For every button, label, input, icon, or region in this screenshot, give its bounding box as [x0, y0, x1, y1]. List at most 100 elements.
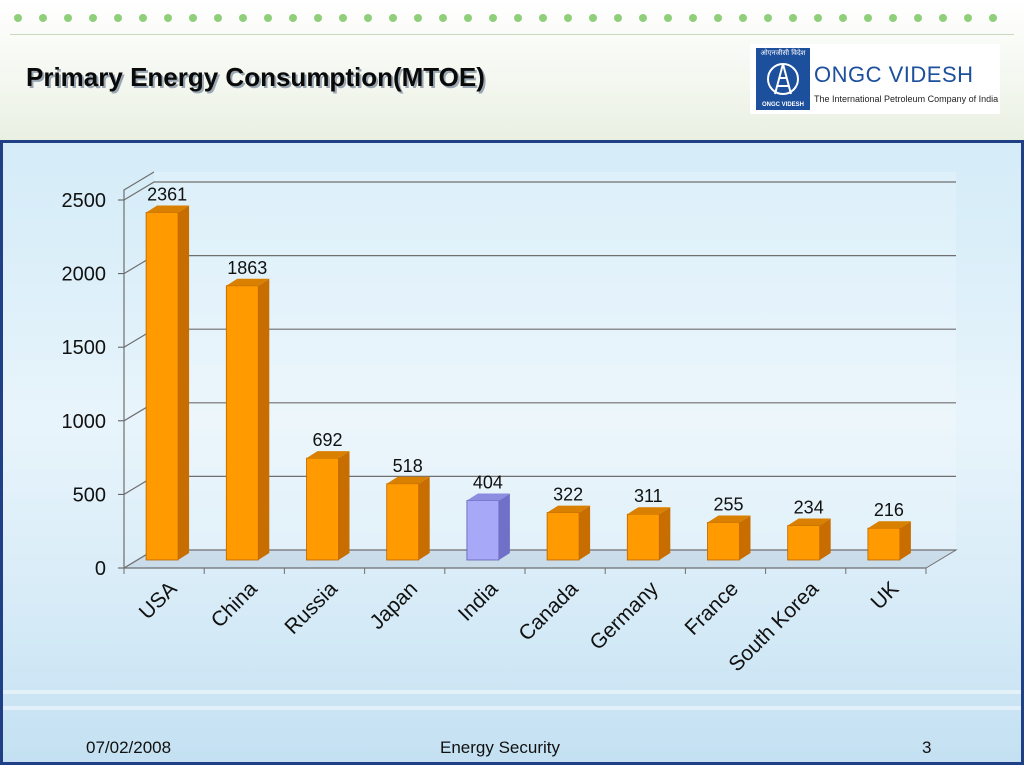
- x-tick-label: Canada: [514, 577, 583, 646]
- bar-chart: 0 500 1000 1500 2000 2500 2361 USA 1863 China 692 R…: [62, 171, 958, 676]
- x-tick-label: India: [454, 577, 503, 626]
- chart-back-wall: [154, 172, 956, 550]
- decorative-dot: [14, 14, 22, 22]
- chart-bars: [145, 205, 911, 561]
- bar-top: [787, 518, 831, 526]
- bar-side: [739, 515, 751, 560]
- decorative-dot: [739, 14, 747, 22]
- decorative-dot: [914, 14, 922, 22]
- decorative-dot: [864, 14, 872, 22]
- decorative-dot: [814, 14, 822, 22]
- decorative-dot: [764, 14, 772, 22]
- decorative-dot: [364, 14, 372, 22]
- x-tick-label: Japan: [366, 577, 423, 634]
- decorative-dot: [239, 14, 247, 22]
- decorative-dot: [964, 14, 972, 22]
- frame-border-right: [1021, 140, 1024, 765]
- logo-company-name: ONGC VIDESH: [814, 62, 974, 87]
- data-label: 216: [874, 500, 904, 520]
- decorative-dot: [839, 14, 847, 22]
- bar: [787, 525, 821, 561]
- bar-side: [659, 507, 671, 560]
- decorative-dot: [939, 14, 947, 22]
- bar-top: [226, 278, 270, 286]
- y-tick-label: 500: [73, 484, 106, 506]
- y-tick-label: 2000: [62, 264, 107, 286]
- x-tick-label: USA: [135, 577, 182, 624]
- decorative-dot: [514, 14, 522, 22]
- data-label: 2361: [147, 184, 187, 204]
- decorative-dot: [564, 14, 572, 22]
- bar-side: [418, 476, 430, 560]
- decorative-dot: [689, 14, 697, 22]
- x-tick-label: Russia: [280, 577, 342, 639]
- data-label: 234: [794, 498, 824, 518]
- bar: [707, 522, 740, 561]
- decorative-dot: [214, 14, 222, 22]
- chart-axes: [118, 171, 927, 574]
- decorative-dot: [339, 14, 347, 22]
- footer-page-number: 3: [922, 738, 932, 757]
- decorative-dot: [64, 14, 72, 22]
- bar-side: [819, 518, 831, 560]
- bar-side: [579, 505, 591, 560]
- decorative-dot: [464, 14, 472, 22]
- bar-top: [707, 515, 751, 523]
- decorative-dot: [389, 14, 397, 22]
- decorative-dot: [89, 14, 97, 22]
- data-label: 692: [312, 430, 342, 450]
- bar-top: [867, 521, 911, 529]
- bar-top: [627, 507, 671, 515]
- decorative-dots: [14, 14, 1014, 24]
- x-tick-label: Germany: [586, 577, 664, 655]
- bar: [867, 527, 901, 561]
- data-label: 1863: [227, 258, 267, 278]
- frame-border-bottom: [0, 762, 1024, 765]
- decorative-band: [3, 690, 1021, 694]
- decorative-dot: [639, 14, 647, 22]
- footer-date: 07/02/2008: [86, 738, 172, 757]
- bar-side: [258, 278, 270, 560]
- decorative-dot: [164, 14, 172, 22]
- x-tick-label: France: [681, 577, 743, 639]
- y-axis: [123, 171, 155, 568]
- bar: [306, 457, 339, 561]
- data-label: 404: [473, 473, 503, 493]
- logo-emblem: ओएनजीसी विदेश ONGC VIDESH: [756, 48, 810, 110]
- bar: [225, 285, 259, 561]
- bar: [466, 500, 500, 561]
- decorative-dot: [39, 14, 47, 22]
- bar: [546, 512, 580, 561]
- decorative-dot: [314, 14, 322, 22]
- decorative-dot: [289, 14, 297, 22]
- decorative-band: [3, 706, 1021, 710]
- decorative-dot: [489, 14, 497, 22]
- decorative-dot: [414, 14, 422, 22]
- x-tick-label: China: [207, 577, 262, 632]
- decorative-dot: [889, 14, 897, 22]
- footer-topic: Energy Security: [440, 738, 560, 757]
- data-label: 518: [393, 456, 423, 476]
- y-tick-label: 0: [95, 558, 106, 580]
- y-tick-label: 2500: [62, 190, 107, 212]
- data-label: 255: [713, 494, 743, 514]
- decorative-dot: [714, 14, 722, 22]
- oil-rig-icon: [767, 63, 799, 95]
- data-label: 311: [634, 486, 663, 506]
- y-tick-label: 1000: [62, 411, 107, 433]
- x-tick-label: UK: [867, 577, 904, 614]
- decorative-dot: [439, 14, 447, 22]
- bar-top: [306, 451, 350, 459]
- frame-border-left: [0, 140, 3, 765]
- bar-top: [466, 493, 510, 501]
- logo-tagline: The International Petroleum Company of I…: [814, 94, 999, 104]
- slide-title: Primary Energy Consumption(MTOE): [26, 62, 485, 92]
- bar-side: [899, 521, 911, 560]
- bar-side: [178, 205, 190, 560]
- decorative-dot: [789, 14, 797, 22]
- bar-top: [547, 505, 591, 513]
- bar: [145, 212, 179, 561]
- decorative-dot: [589, 14, 597, 22]
- bar-top: [146, 205, 190, 213]
- decorative-dot: [139, 14, 147, 22]
